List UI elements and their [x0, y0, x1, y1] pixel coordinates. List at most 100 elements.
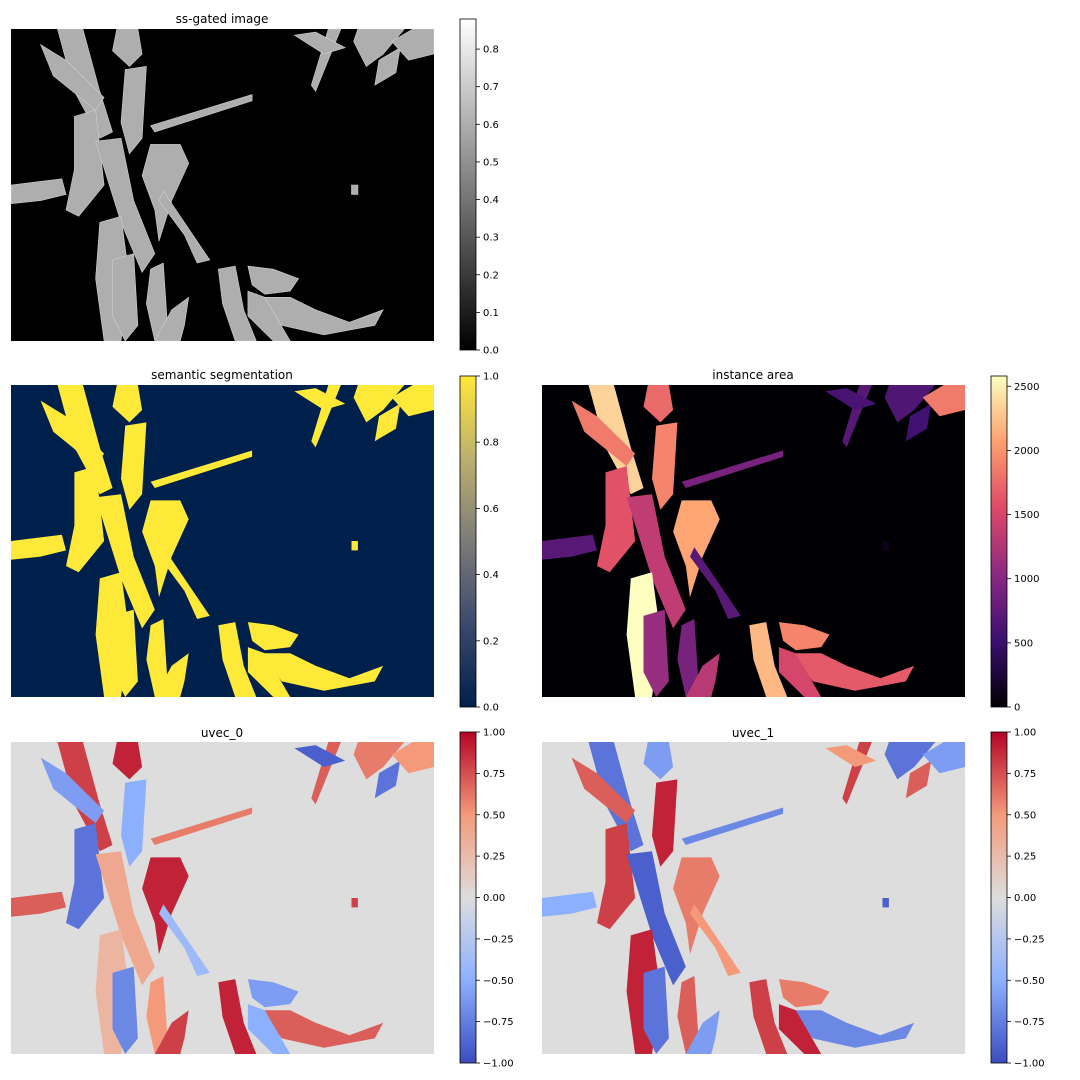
colorbar-gradient — [990, 731, 1008, 1064]
colorbar-tick-label: 0.25 — [1014, 852, 1036, 863]
cell-region — [749, 622, 788, 697]
cell-region — [542, 534, 597, 560]
cell-region — [11, 891, 66, 917]
cell-region — [685, 653, 720, 697]
cell-region — [218, 979, 257, 1054]
cell-region — [120, 66, 147, 155]
colorbar-gradient — [459, 731, 477, 1064]
panel-title: ss-gated image — [176, 12, 269, 26]
cell-region — [884, 742, 936, 780]
cell-region — [597, 823, 636, 930]
cell-region — [922, 742, 965, 774]
cell-region — [159, 904, 210, 976]
cell-region — [643, 966, 669, 1054]
cell-region — [391, 29, 434, 61]
colorbar-tick-label: −1.00 — [483, 1059, 514, 1070]
colorbar-tick-label: 2000 — [1014, 446, 1039, 457]
colorbar-tick-label: 0.4 — [483, 195, 499, 206]
cell-region — [142, 500, 189, 598]
cell-region — [597, 466, 636, 573]
cell-region — [626, 494, 686, 629]
cell-region — [353, 742, 405, 780]
cell-region — [749, 979, 788, 1054]
cell-region — [882, 541, 889, 551]
colorbar-tick-label: 0.3 — [483, 233, 499, 244]
panel-ss-gated-image: ss-gated image 0.00.10.20.30.40.50.60.70… — [11, 12, 499, 357]
image-area — [542, 742, 965, 1054]
cell-region — [294, 388, 346, 410]
cell-region — [778, 622, 830, 651]
cell-layer — [542, 385, 965, 697]
cell-layer — [542, 742, 965, 1054]
cell-region — [247, 647, 291, 697]
cell-region — [690, 904, 741, 976]
image-area — [11, 742, 434, 1054]
colorbar-tick-label: 0.7 — [483, 82, 499, 93]
cell-region — [673, 500, 720, 598]
cell-region — [677, 619, 699, 697]
cell-region — [374, 760, 401, 799]
cell-region — [95, 494, 155, 629]
colorbar-tick-label: 1000 — [1014, 574, 1039, 585]
cell-region — [391, 742, 434, 774]
cell-region — [351, 184, 359, 195]
colorbar-tick-label: 0.00 — [1014, 893, 1036, 904]
cell-region — [95, 851, 155, 986]
panel-instance-area: instance area 0 500 1000 1500 2000 2500 — [542, 368, 1039, 714]
cell-region — [626, 851, 686, 986]
cell-region — [690, 547, 741, 619]
cell-region — [40, 757, 105, 824]
cell-region — [65, 109, 105, 217]
colorbar-tick-label: 0.1 — [483, 308, 499, 319]
cell-region — [778, 979, 830, 1008]
colorbar-gradient — [459, 18, 477, 351]
colorbar-tick-label: 0.5 — [483, 157, 499, 168]
cell-region — [112, 609, 138, 697]
cell-region — [11, 178, 67, 205]
cell-region — [158, 190, 211, 264]
colorbar-tick-label: 0.2 — [483, 636, 499, 647]
cell-region — [154, 296, 190, 341]
colorbar-tick-label: 0.00 — [483, 893, 505, 904]
panel-title: uvec_1 — [732, 726, 774, 740]
cell-region — [159, 547, 210, 619]
colorbar-tick-label: 1.0 — [483, 372, 499, 383]
cell-region — [351, 541, 358, 551]
colorbar-tick-label: 1.00 — [483, 728, 505, 739]
colorbar-tick-label: −0.75 — [1014, 1017, 1045, 1028]
cell-region — [791, 1010, 915, 1048]
cell-region — [40, 400, 105, 467]
cell-region — [778, 647, 822, 697]
colorbar: 0.0 0.1 0.2 0.3 0.4 0.5 0.6 0.7 0.8 — [459, 18, 499, 357]
cell-region — [150, 807, 253, 845]
colorbar-tick-label: −0.25 — [483, 934, 514, 945]
cell-layer — [11, 742, 434, 1054]
cell-region — [374, 403, 401, 442]
cell-region — [247, 979, 299, 1008]
cell-region — [542, 891, 597, 917]
cell-layer — [11, 29, 434, 341]
colorbar-tick-label: 0.0 — [483, 703, 499, 714]
cell-region — [922, 385, 965, 417]
colorbar-tick-label: −1.00 — [1014, 1059, 1045, 1070]
panel-title: instance area — [712, 368, 793, 382]
cell-region — [351, 898, 358, 908]
cell-region — [154, 653, 189, 697]
cell-region — [673, 857, 720, 955]
cell-region — [681, 450, 784, 488]
cell-region — [685, 1010, 720, 1054]
colorbar-tick-label: −0.50 — [483, 976, 514, 987]
colorbar: 0.0 0.2 0.4 0.6 0.8 1.0 — [459, 372, 499, 714]
panel-title: semantic segmentation — [151, 368, 293, 382]
cell-region — [643, 609, 669, 697]
cell-region — [353, 385, 405, 423]
cell-region — [112, 385, 143, 423]
cell-region — [39, 43, 105, 111]
colorbar-gradient — [459, 375, 477, 708]
colorbar-tick-label: 0.4 — [483, 570, 499, 581]
cell-region — [112, 966, 138, 1054]
cell-region — [374, 47, 401, 86]
cell-region — [112, 742, 143, 780]
cell-region — [571, 757, 636, 824]
